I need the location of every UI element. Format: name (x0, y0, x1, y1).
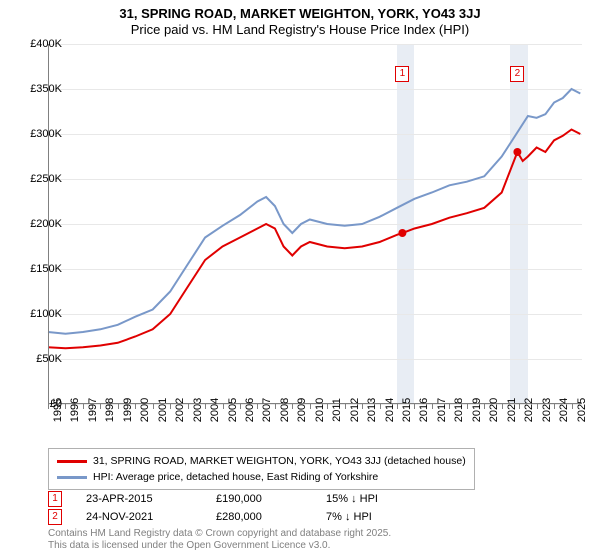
x-tick-label: 2004 (209, 398, 221, 422)
x-tick-label: 2012 (349, 398, 361, 422)
x-axis-labels: 1995199619971998199920002001200220032004… (48, 404, 582, 440)
series-hpi (48, 89, 580, 334)
x-tick-label: 2010 (314, 398, 326, 422)
x-tick-label: 2025 (576, 398, 588, 422)
y-tick-label: £150K (30, 263, 62, 275)
attribution-text: Contains HM Land Registry data © Crown c… (48, 528, 391, 552)
x-tick-label: 1999 (122, 398, 134, 422)
x-tick-label: 2013 (366, 398, 378, 422)
x-tick-label: 2015 (401, 398, 413, 422)
y-tick-label: £300K (30, 128, 62, 140)
y-tick-label: £350K (30, 83, 62, 95)
x-tick-label: 2005 (227, 398, 239, 422)
y-tick-label: £0 (50, 398, 62, 410)
y-tick-label: £50K (36, 353, 62, 365)
x-tick-label: 2000 (139, 398, 151, 422)
transaction-marker: 2 (48, 509, 62, 525)
x-tick-label: 2021 (506, 398, 518, 422)
legend-label: 31, SPRING ROAD, MARKET WEIGHTON, YORK, … (93, 455, 466, 467)
transaction-price: £280,000 (216, 511, 326, 523)
transaction-row: 2 24-NOV-2021£280,0007% ↓ HPI (48, 508, 582, 526)
y-tick-label: £250K (30, 173, 62, 185)
attribution-line1: Contains HM Land Registry data © Crown c… (48, 528, 391, 540)
x-tick-label: 2002 (174, 398, 186, 422)
transaction-date: 24-NOV-2021 (86, 511, 216, 523)
x-tick-label: 2018 (453, 398, 465, 422)
chart-legend: 31, SPRING ROAD, MARKET WEIGHTON, YORK, … (48, 448, 475, 490)
transaction-pct: 15% ↓ HPI (326, 493, 446, 505)
x-tick-label: 2020 (488, 398, 500, 422)
x-tick-label: 2022 (523, 398, 535, 422)
marker-label-box: 2 (510, 66, 524, 82)
x-tick-label: 2024 (558, 398, 570, 422)
transaction-price: £190,000 (216, 493, 326, 505)
x-tick-label: 2001 (157, 398, 169, 422)
attribution-line2: This data is licensed under the Open Gov… (48, 540, 391, 552)
x-tick-label: 1996 (69, 398, 81, 422)
marker-label-box: 1 (395, 66, 409, 82)
x-tick-label: 2011 (331, 398, 343, 422)
y-tick-label: £200K (30, 218, 62, 230)
price-marker (398, 229, 406, 237)
transaction-date: 23-APR-2015 (86, 493, 216, 505)
y-tick-label: £100K (30, 308, 62, 320)
y-tick-label: £400K (30, 38, 62, 50)
x-tick-label: 2009 (296, 398, 308, 422)
price-marker (513, 148, 521, 156)
x-tick-label: 2016 (418, 398, 430, 422)
legend-swatch (57, 460, 87, 463)
chart-title: 31, SPRING ROAD, MARKET WEIGHTON, YORK, … (0, 6, 600, 21)
x-tick-label: 1998 (104, 398, 116, 422)
x-tick-label: 2006 (244, 398, 256, 422)
series-price_paid (48, 130, 580, 349)
transaction-marker: 1 (48, 491, 62, 507)
x-tick-label: 2023 (541, 398, 553, 422)
x-tick-label: 2019 (471, 398, 483, 422)
legend-swatch (57, 476, 87, 479)
chart-subtitle: Price paid vs. HM Land Registry's House … (0, 22, 600, 37)
x-tick-label: 2008 (279, 398, 291, 422)
x-tick-label: 2017 (436, 398, 448, 422)
legend-label: HPI: Average price, detached house, East… (93, 471, 378, 483)
transaction-pct: 7% ↓ HPI (326, 511, 446, 523)
x-tick-label: 1997 (87, 398, 99, 422)
legend-item: 31, SPRING ROAD, MARKET WEIGHTON, YORK, … (57, 453, 466, 469)
x-tick-label: 2003 (192, 398, 204, 422)
chart-plot-area (48, 44, 582, 404)
transaction-rows: 1 23-APR-2015£190,00015% ↓ HPI 2 24-NOV-202… (48, 490, 582, 526)
x-tick-label: 2014 (384, 398, 396, 422)
x-tick-label: 2007 (261, 398, 273, 422)
transaction-row: 1 23-APR-2015£190,00015% ↓ HPI (48, 490, 582, 508)
legend-item: HPI: Average price, detached house, East… (57, 469, 466, 485)
